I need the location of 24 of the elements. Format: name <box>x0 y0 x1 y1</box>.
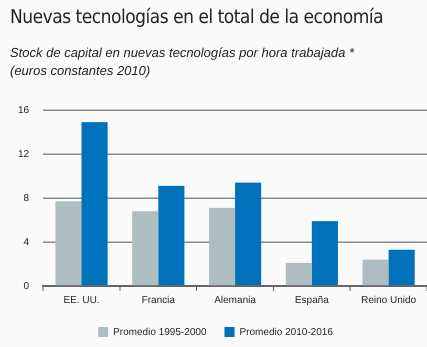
x-tick-label: España <box>294 294 330 306</box>
legend-label: Promedio 2010-2016 <box>240 326 334 338</box>
x-tick-label: Francia <box>142 294 176 306</box>
bar <box>208 208 236 286</box>
chart-title: Nuevas tecnologías en el total de la economía <box>10 6 384 28</box>
bar <box>235 182 262 286</box>
bar <box>82 122 108 286</box>
bar <box>158 186 184 286</box>
y-tick-label: 16 <box>18 104 30 116</box>
bar <box>132 211 158 286</box>
bar <box>362 260 389 286</box>
x-tick-label: Reino Unido <box>361 294 417 306</box>
bar <box>388 250 415 286</box>
x-tick-label: Alemania <box>214 294 256 306</box>
y-tick-label: 12 <box>18 148 30 160</box>
bar <box>55 201 82 286</box>
y-tick-label: 8 <box>24 192 30 204</box>
y-tick-label: 0 <box>24 280 30 292</box>
legend-label: Promedio 1995-2000 <box>113 326 207 338</box>
bar <box>286 262 312 286</box>
y-tick-label: 4 <box>24 236 30 248</box>
bar <box>312 221 338 286</box>
chart-subtitle: Stock de capital en nuevas tecnologías por hora trabajada * (euros constantes 2010) <box>10 44 354 80</box>
x-tick-label: EE. UU. <box>63 294 100 306</box>
